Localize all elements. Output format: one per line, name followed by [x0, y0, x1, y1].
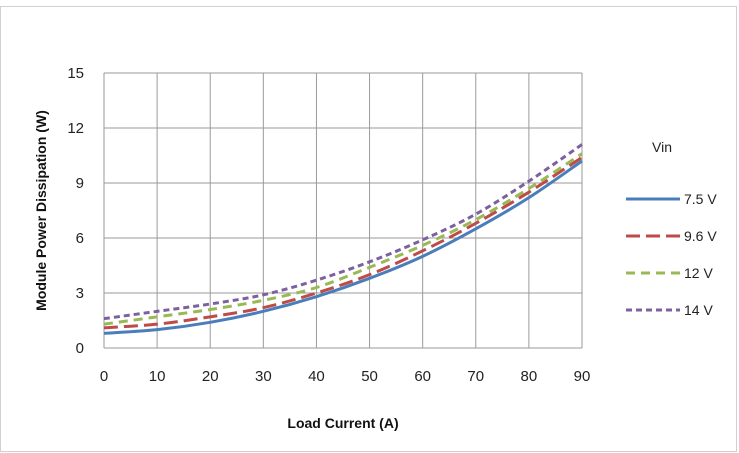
x-tick-label: 80	[521, 368, 538, 385]
y-tick-labels: 0 3 6 9 12 15	[67, 65, 84, 357]
y-tick-label: 3	[76, 285, 84, 302]
legend-label: 14 V	[684, 302, 713, 318]
y-tick-label: 12	[67, 120, 84, 137]
chart-frame	[0, 6, 737, 452]
series-lines	[103, 143, 583, 335]
legend-title: Vin	[652, 139, 672, 155]
series-line-1	[103, 159, 583, 335]
y-tick-label: 0	[76, 340, 84, 357]
y-tick-label: 9	[76, 175, 84, 192]
x-tick-labels: 0 10 20 30 40 50 60 70 80 90	[100, 368, 591, 385]
series-line-3	[103, 152, 583, 326]
x-tick-label: 90	[574, 368, 591, 385]
x-tick-label: 40	[308, 368, 325, 385]
x-tick-label: 70	[467, 368, 484, 385]
y-tick-label: 6	[76, 230, 84, 247]
x-tick-label: 60	[414, 368, 431, 385]
legend-label: 9.6 V	[684, 228, 717, 244]
y-tick-label: 15	[67, 65, 84, 82]
legend-label: 12 V	[684, 265, 713, 281]
x-tick-label: 10	[149, 368, 166, 385]
grid	[103, 72, 583, 349]
x-axis-title: Load Current (A)	[287, 415, 398, 431]
x-tick-label: 0	[100, 368, 108, 385]
x-tick-label: 50	[361, 368, 378, 385]
series-line-4	[103, 143, 583, 321]
y-axis-title: Module Power Dissipation (W)	[33, 110, 49, 311]
legend-label: 7.5 V	[684, 191, 717, 207]
x-tick-label: 30	[255, 368, 272, 385]
series-line-2	[103, 156, 583, 330]
legend: 7.5 V 9.6 V 12 V 14 V	[626, 191, 717, 318]
x-tick-label: 20	[202, 368, 219, 385]
